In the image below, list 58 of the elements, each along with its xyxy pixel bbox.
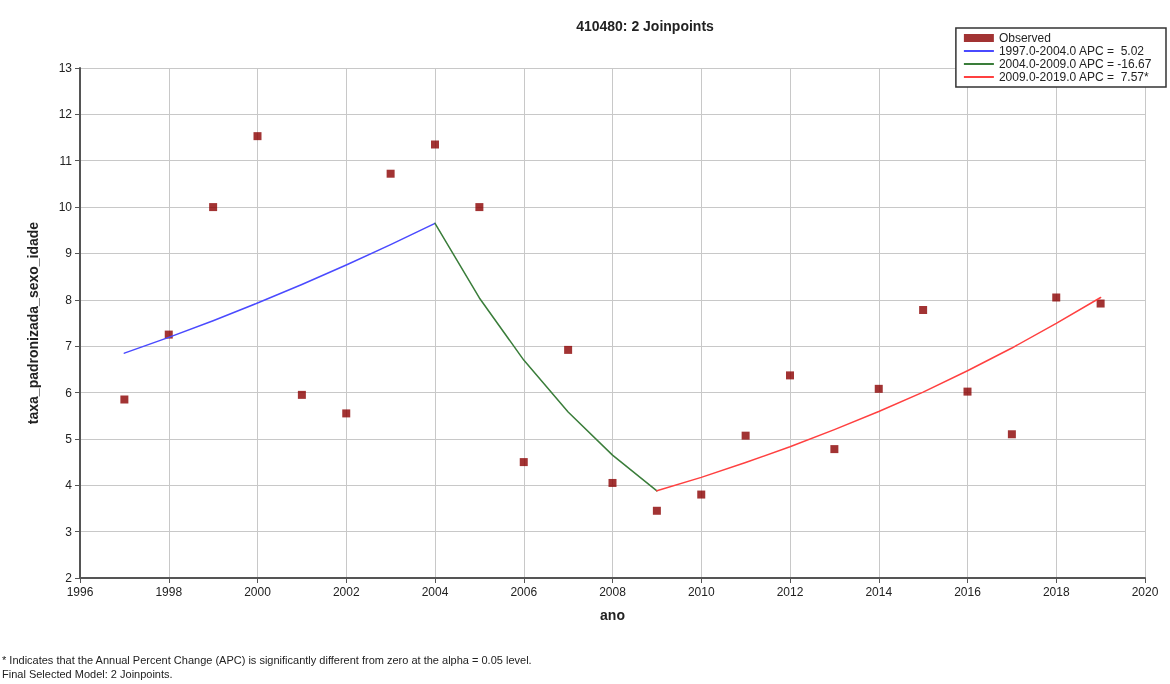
- y-tick-label: 6: [65, 385, 73, 400]
- point: [830, 445, 839, 454]
- x-tick-label: 1998: [155, 585, 183, 599]
- y-tick-label: 10: [58, 200, 73, 215]
- text: * Indicates that the Annual Percent Change (APC) is significantly different from zero at the alpha = 0.05 level.: [2, 653, 532, 666]
- x-tick-label: 2000: [244, 585, 272, 599]
- point: [519, 458, 528, 467]
- y-tick-label: 8: [65, 292, 73, 307]
- point: [564, 345, 573, 354]
- y-tick-label: 3: [65, 524, 73, 539]
- point: [697, 490, 706, 499]
- point: [297, 390, 306, 399]
- x-axis-title: ano: [600, 607, 625, 623]
- point: [209, 203, 218, 212]
- x-tick-label: 2008: [599, 585, 627, 599]
- x-tick-label: 2018: [1042, 585, 1070, 599]
- point: [120, 395, 129, 404]
- y-tick-label: 9: [65, 246, 73, 261]
- point: [1052, 293, 1061, 302]
- point: [342, 409, 351, 418]
- point: [1096, 299, 1105, 308]
- chart-title: 410480: 2 Joinpoints: [576, 18, 715, 34]
- point: [431, 140, 439, 149]
- line-series: [434, 222, 658, 492]
- y-tick-label: 11: [59, 153, 73, 168]
- x-tick-label: 2014: [865, 585, 893, 599]
- legend-label: 2004.0-2009.0 APC = -16.67: [998, 57, 1152, 71]
- y-tick-label: 5: [65, 431, 73, 446]
- y-tick-label: 7: [65, 339, 73, 354]
- point: [652, 506, 661, 515]
- x-tick-label: 2016: [954, 585, 982, 599]
- point: [786, 371, 794, 380]
- line-series: [123, 222, 436, 354]
- legend-label: 1997.0-2004.0 APC = 5.02: [998, 44, 1145, 58]
- point: [608, 478, 617, 487]
- x-tick-label: 2002: [332, 585, 360, 599]
- y-axis-title: taxa_padronizada_sexo_idade: [25, 221, 41, 425]
- point: [741, 431, 750, 440]
- point: [386, 169, 395, 178]
- legend-label: 2009.0-2019.0 APC = 7.57*: [998, 70, 1149, 84]
- y-tick-label: 12: [58, 107, 73, 122]
- point: [963, 387, 972, 396]
- point: [475, 203, 484, 212]
- x-tick-label: 2006: [510, 585, 538, 599]
- point: [1007, 430, 1016, 439]
- y-tick-label: 4: [65, 478, 73, 493]
- x-tick-label: 2004: [421, 585, 449, 599]
- point: [874, 384, 883, 393]
- point: [253, 132, 262, 141]
- y-tick-label: 2: [65, 571, 73, 585]
- x-tick-label: 2010: [687, 585, 715, 599]
- legend-label: Observed: [998, 31, 1051, 45]
- x-tick-label: 2012: [776, 585, 804, 599]
- x-tick-label: 1996: [66, 585, 94, 599]
- y-tick-label: 13: [58, 61, 73, 75]
- text: Final Selected Model: 2 Joinpoints.: [2, 667, 173, 680]
- point: [919, 306, 928, 315]
- x-tick-label: 2020: [1131, 585, 1159, 599]
